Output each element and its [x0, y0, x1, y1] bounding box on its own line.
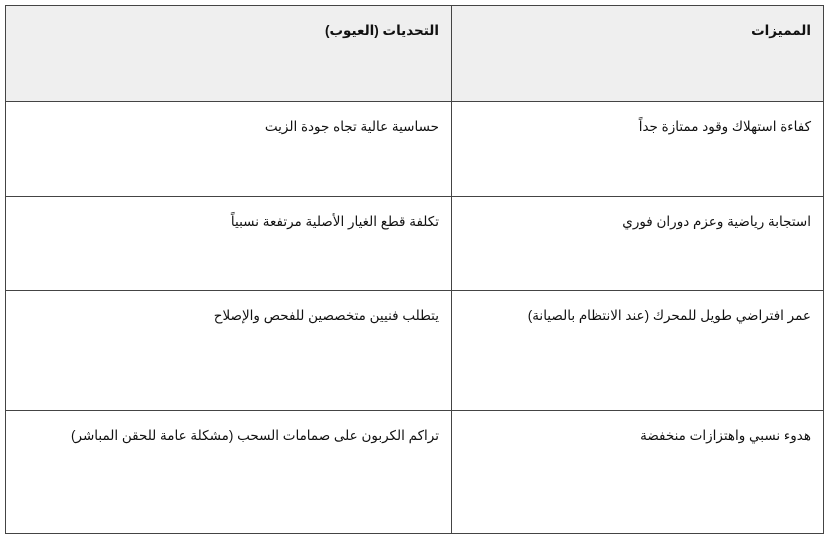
challenge-cell: تراكم الكربون على صمامات السحب (مشكلة عا…: [5, 410, 452, 534]
challenge-cell: تكلفة قطع الغيار الأصلية مرتفعة نسبياً: [5, 196, 452, 291]
table-row: هدوء نسبي واهتزازات منخفضة تراكم الكربون…: [5, 410, 824, 534]
table-row: استجابة رياضية وعزم دوران فوري تكلفة قطع…: [5, 196, 824, 291]
advantage-cell: كفاءة استهلاك وقود ممتازة جداً: [451, 101, 824, 197]
challenge-cell: حساسية عالية تجاه جودة الزيت: [5, 101, 452, 197]
header-advantages: المميزات: [451, 5, 824, 102]
advantage-cell: هدوء نسبي واهتزازات منخفضة: [451, 410, 824, 534]
header-challenges: التحديات (العيوب): [5, 5, 452, 102]
challenge-cell: يتطلب فنيين متخصصين للفحص والإصلاح: [5, 290, 452, 411]
advantage-cell: عمر افتراضي طويل للمحرك (عند الانتظام با…: [451, 290, 824, 411]
header-row: المميزات التحديات (العيوب): [5, 5, 824, 102]
advantage-cell: استجابة رياضية وعزم دوران فوري: [451, 196, 824, 291]
table-row: عمر افتراضي طويل للمحرك (عند الانتظام با…: [5, 290, 824, 411]
table-row: كفاءة استهلاك وقود ممتازة جداً حساسية عا…: [5, 101, 824, 197]
pros-cons-table: المميزات التحديات (العيوب) كفاءة استهلاك…: [5, 5, 824, 534]
